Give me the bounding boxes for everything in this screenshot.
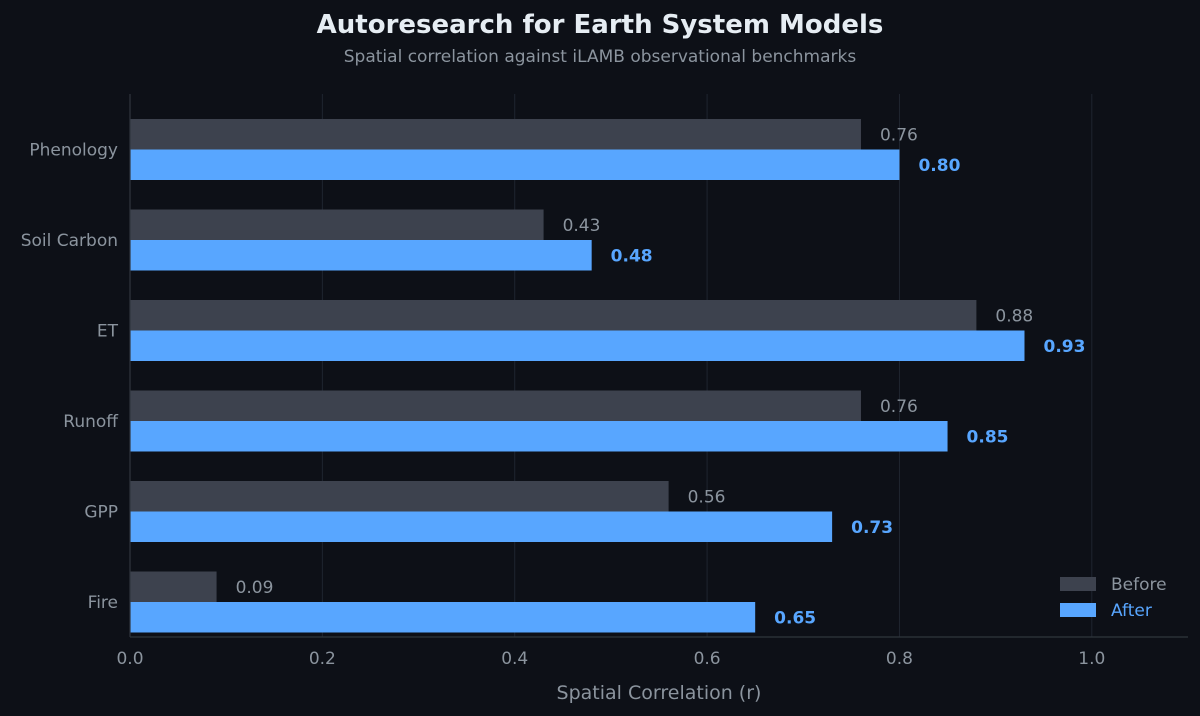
- x-tick-label: 1.0: [1078, 649, 1105, 669]
- category-label: GPP: [84, 503, 118, 523]
- bar-before: [130, 119, 861, 150]
- value-label-before: 0.56: [688, 487, 726, 507]
- value-label-before: 0.76: [880, 397, 918, 417]
- x-tick-label: 0.6: [694, 649, 721, 669]
- value-label-before: 0.76: [880, 125, 918, 145]
- bar-before: [130, 300, 977, 331]
- bar-before: [130, 390, 861, 421]
- chart-subtitle: Spatial correlation against iLAMB observ…: [344, 47, 857, 67]
- bar-after: [130, 149, 900, 180]
- bar-after: [130, 240, 592, 271]
- category-label: Fire: [88, 593, 118, 613]
- value-label-before: 0.88: [995, 306, 1033, 326]
- bar-before: [130, 209, 544, 240]
- bar-before: [130, 481, 669, 512]
- category-label: Soil Carbon: [21, 231, 118, 251]
- value-label-before: 0.09: [236, 578, 274, 598]
- legend-label-before: Before: [1111, 575, 1167, 595]
- bar-after: [130, 421, 948, 452]
- x-tick-label: 0.8: [886, 649, 913, 669]
- bar-after: [130, 330, 1025, 361]
- category-label: Phenology: [29, 141, 118, 161]
- x-tick-label: 0.4: [501, 649, 528, 669]
- value-label-after: 0.73: [851, 518, 893, 538]
- value-label-after: 0.80: [918, 156, 960, 176]
- value-label-after: 0.93: [1043, 337, 1085, 357]
- legend-swatch-before: [1060, 577, 1096, 591]
- x-tick-label: 0.0: [116, 649, 143, 669]
- category-label: Runoff: [63, 412, 119, 432]
- bar-after: [130, 511, 833, 542]
- axes: [129, 94, 1188, 638]
- bars: 0.760.800.430.480.880.930.760.850.560.73…: [130, 119, 1085, 633]
- x-axis-label: Spatial Correlation (r): [557, 682, 762, 704]
- bar-after: [130, 602, 756, 633]
- legend-swatch-after: [1060, 603, 1096, 617]
- value-label-before: 0.43: [563, 216, 601, 236]
- value-label-after: 0.48: [611, 246, 653, 266]
- legend-label-after: After: [1111, 601, 1152, 621]
- chart-title: Autoresearch for Earth System Models: [317, 10, 884, 40]
- value-label-after: 0.85: [967, 427, 1009, 447]
- y-axis-categories: Phenology Soil Carbon ET Runoff GPP Fire: [21, 141, 120, 614]
- bar-before: [130, 571, 217, 602]
- x-tick-label: 0.2: [309, 649, 336, 669]
- legend: Before After: [1060, 575, 1167, 621]
- category-label: ET: [97, 322, 119, 342]
- x-axis-ticks: 0.0 0.2 0.4 0.6 0.8 1.0: [116, 649, 1105, 669]
- value-label-after: 0.65: [774, 608, 816, 628]
